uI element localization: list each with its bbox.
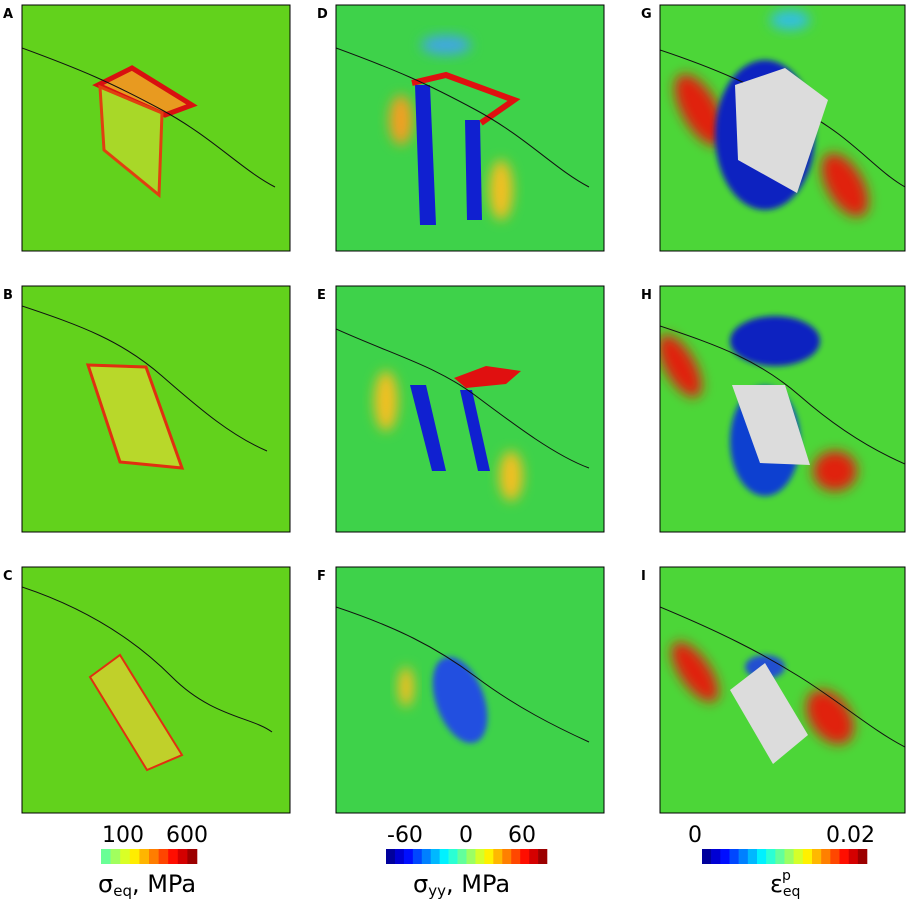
colorbar-swatch <box>110 849 121 864</box>
colorbar-title: εp eq <box>770 868 800 900</box>
colorbar-tick: 600 <box>166 823 208 848</box>
panel-label: C <box>3 569 13 584</box>
colorbar-swatch <box>821 849 831 864</box>
panel-label: I <box>641 569 646 584</box>
colorbar-swatch <box>793 849 804 864</box>
colorbar-swatch <box>802 849 813 864</box>
colorbar-swatch <box>149 849 159 864</box>
panel-b <box>22 286 290 532</box>
colorbar-swatch <box>158 849 169 864</box>
colorbar-swatch <box>466 849 476 864</box>
colorbar-swatch <box>430 849 440 864</box>
colorbar-swatch <box>412 849 423 864</box>
colorbar-tick: -60 <box>387 823 423 848</box>
colorbar-tick: 0 <box>688 823 702 848</box>
colorbar-swatch <box>493 849 503 864</box>
panel-g <box>660 5 905 251</box>
colorbar-title: σeq, MPa <box>98 870 196 900</box>
colorbar-swatch <box>720 849 730 864</box>
colorbar-swatch <box>702 849 712 864</box>
colorbar-swatch <box>421 849 432 864</box>
colorbar-swatch <box>386 849 396 864</box>
panel-label: D <box>317 7 328 22</box>
panel-label: G <box>641 7 652 22</box>
colorbar-swatch <box>502 849 512 864</box>
frames <box>21 4 906 814</box>
panel-a <box>22 5 290 251</box>
panel-label: F <box>317 569 326 584</box>
colorbar-swatch <box>520 849 530 864</box>
colorbar-swatch <box>139 849 150 864</box>
colorbar-swatch <box>766 849 776 864</box>
colorbar-swatch <box>830 849 840 864</box>
colorbar-swatch <box>784 849 794 864</box>
colorbar-swatch <box>812 849 822 864</box>
colorbar-swatch <box>857 849 868 864</box>
colorbar-swatch <box>529 849 539 864</box>
colorbar-swatch <box>457 849 467 864</box>
colorbar-swatch <box>129 849 140 864</box>
colorbar-tick: 0 <box>459 823 473 848</box>
panel-d <box>336 5 604 251</box>
panel-label: A <box>3 7 13 22</box>
panel-label: B <box>3 288 13 303</box>
panel-c <box>22 567 290 813</box>
colorbar-swatch <box>747 849 758 864</box>
colorbar-swatch <box>511 849 521 864</box>
colorbar-swatch <box>177 849 188 864</box>
colorbar-swatch <box>394 849 405 864</box>
colorbar-swatch <box>775 849 785 864</box>
colorbar-swatch <box>538 849 548 864</box>
colorbar-swatch <box>439 849 449 864</box>
colorbar-swatch <box>711 849 721 864</box>
colorbar-title: σyy, MPa <box>413 870 510 900</box>
panel-h <box>660 286 905 532</box>
panel-label: E <box>317 288 326 303</box>
colorbar-swatch <box>475 849 485 864</box>
panel-i <box>660 567 905 813</box>
panel-label: H <box>641 288 652 303</box>
colorbar-swatch <box>484 849 494 864</box>
colorbar-swatch <box>848 849 859 864</box>
panel-e <box>336 286 604 532</box>
panel-f <box>336 567 604 813</box>
colorbar-swatch <box>168 849 179 864</box>
colorbar-swatch <box>120 849 131 864</box>
colorbar-swatch <box>757 849 767 864</box>
colorbar-tick: 60 <box>508 823 536 848</box>
colorbar-swatch <box>729 849 739 864</box>
colorbar-swatch <box>839 849 849 864</box>
colorbar-tick: 0.02 <box>826 823 875 848</box>
colorbar-swatch <box>448 849 458 864</box>
colorbar-swatch <box>187 849 198 864</box>
colorbar-tick: 100 <box>102 823 144 848</box>
colorbar-swatch <box>101 849 111 864</box>
colorbar-swatch <box>738 849 749 864</box>
colorbar-swatch <box>403 849 414 864</box>
